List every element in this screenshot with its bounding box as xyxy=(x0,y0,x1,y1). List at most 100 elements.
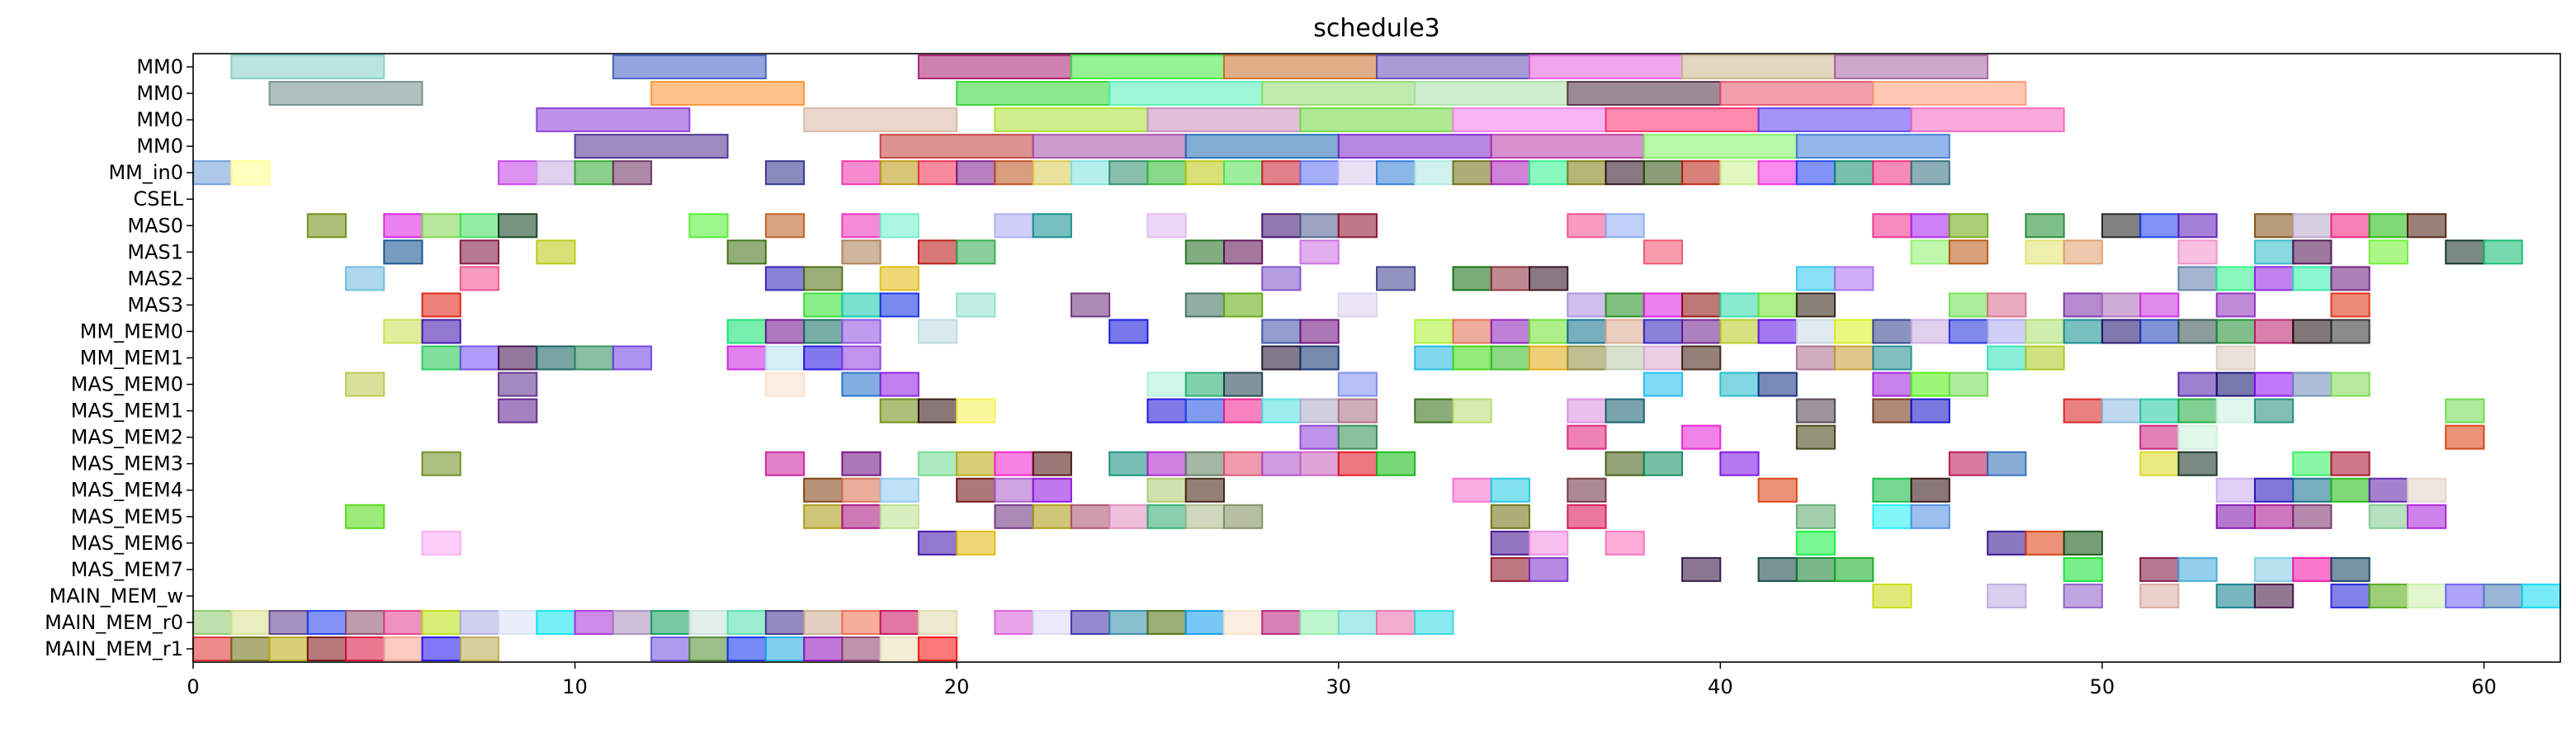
task-bar xyxy=(803,504,844,529)
task-bar xyxy=(383,636,423,662)
task-bar xyxy=(1910,398,1950,424)
task-bar xyxy=(2292,556,2333,582)
task-bar xyxy=(1795,160,1836,186)
task-bar xyxy=(1719,160,1760,186)
task-bar xyxy=(2215,504,2256,529)
task-bar xyxy=(612,345,653,371)
task-bar xyxy=(726,319,767,344)
x-tick-label: 0 xyxy=(187,675,199,698)
x-tick-label: 20 xyxy=(944,675,970,698)
row-label: MAIN_MEM_w xyxy=(50,584,183,608)
task-bar xyxy=(2445,398,2485,424)
task-bar xyxy=(1795,292,1836,318)
task-bar xyxy=(536,609,576,635)
row-label: MM_MEM1 xyxy=(80,347,183,370)
task-bar xyxy=(421,636,461,662)
task-bar xyxy=(2215,319,2256,344)
task-bar xyxy=(2025,319,2065,344)
task-bar xyxy=(536,239,576,265)
task-bar xyxy=(2292,319,2333,344)
task-bar xyxy=(2063,398,2103,424)
task-bar xyxy=(2215,372,2256,397)
task-bar xyxy=(1834,556,1874,582)
task-bar xyxy=(2368,213,2408,239)
task-bar xyxy=(1299,451,1340,476)
task-bar xyxy=(1567,504,1607,529)
task-bar xyxy=(879,477,919,503)
task-bar xyxy=(421,345,461,371)
task-bar xyxy=(383,213,423,239)
row-label: MM_MEM0 xyxy=(80,319,183,343)
task-bar xyxy=(2101,398,2142,424)
task-bar xyxy=(1146,372,1187,397)
task-bar xyxy=(1567,398,1607,424)
task-bar xyxy=(879,609,919,635)
task-bar xyxy=(2139,556,2180,582)
task-bar xyxy=(994,451,1034,476)
task-bar xyxy=(994,160,1034,186)
task-bar xyxy=(1834,345,1874,371)
row-label: MAS_MEM4 xyxy=(71,479,183,502)
task-bar xyxy=(1108,451,1149,476)
task-bar xyxy=(1987,319,2027,344)
task-bar xyxy=(1567,424,1607,450)
task-bar xyxy=(1529,266,1569,291)
task-bar xyxy=(1490,477,1531,503)
task-bar xyxy=(841,477,882,503)
task-bar xyxy=(2139,292,2180,318)
task-bar xyxy=(2177,372,2218,397)
task-bar xyxy=(1337,213,1378,239)
task-bar xyxy=(1987,451,2027,476)
task-bar xyxy=(1757,372,1798,397)
task-bar xyxy=(2445,583,2485,608)
task-bar xyxy=(2253,213,2295,239)
task-bar xyxy=(1872,160,1912,186)
task-bar xyxy=(1108,504,1149,529)
task-bar xyxy=(956,451,996,476)
task-bar xyxy=(459,266,500,291)
task-bar xyxy=(1032,134,1187,159)
task-bar xyxy=(2253,504,2295,529)
task-bar xyxy=(917,451,958,476)
task-bar xyxy=(1070,504,1111,529)
task-bar xyxy=(1376,54,1531,80)
task-bar xyxy=(1337,134,1492,159)
task-bar xyxy=(1605,319,1645,344)
row-label: MAS_MEM5 xyxy=(71,505,183,528)
task-bar xyxy=(1146,213,1187,239)
task-bar xyxy=(1795,134,1950,159)
task-bar xyxy=(230,160,271,186)
task-bar xyxy=(917,239,958,265)
task-bar xyxy=(1261,398,1302,424)
task-bar xyxy=(1452,266,1492,291)
row-label: MM0 xyxy=(136,108,183,131)
task-bar xyxy=(1490,319,1531,344)
task-bar xyxy=(1337,372,1378,397)
task-bar xyxy=(688,636,729,662)
task-bar xyxy=(1719,319,1760,344)
row-label: MAS_MEM6 xyxy=(71,532,183,555)
task-bar xyxy=(1910,107,2065,133)
task-bar xyxy=(1222,451,1264,476)
task-bar xyxy=(2292,213,2333,239)
task-bar xyxy=(1605,213,1645,239)
task-bar xyxy=(345,372,385,397)
task-bar xyxy=(1070,54,1225,80)
task-bar xyxy=(917,530,958,556)
task-bar xyxy=(2368,239,2408,265)
task-bar xyxy=(498,160,538,186)
task-bar xyxy=(1872,345,1912,371)
task-bar xyxy=(2215,583,2256,608)
task-bar xyxy=(1872,372,1912,397)
task-bar xyxy=(1834,266,1874,291)
task-bar xyxy=(1376,266,1416,291)
task-bar xyxy=(1948,239,1989,265)
task-bar xyxy=(345,504,385,529)
task-bar xyxy=(1681,160,1722,186)
task-bar xyxy=(2253,398,2295,424)
task-bar xyxy=(1987,530,2027,556)
task-bar xyxy=(383,609,423,635)
task-bar xyxy=(1490,530,1531,556)
task-bar xyxy=(1414,160,1454,186)
